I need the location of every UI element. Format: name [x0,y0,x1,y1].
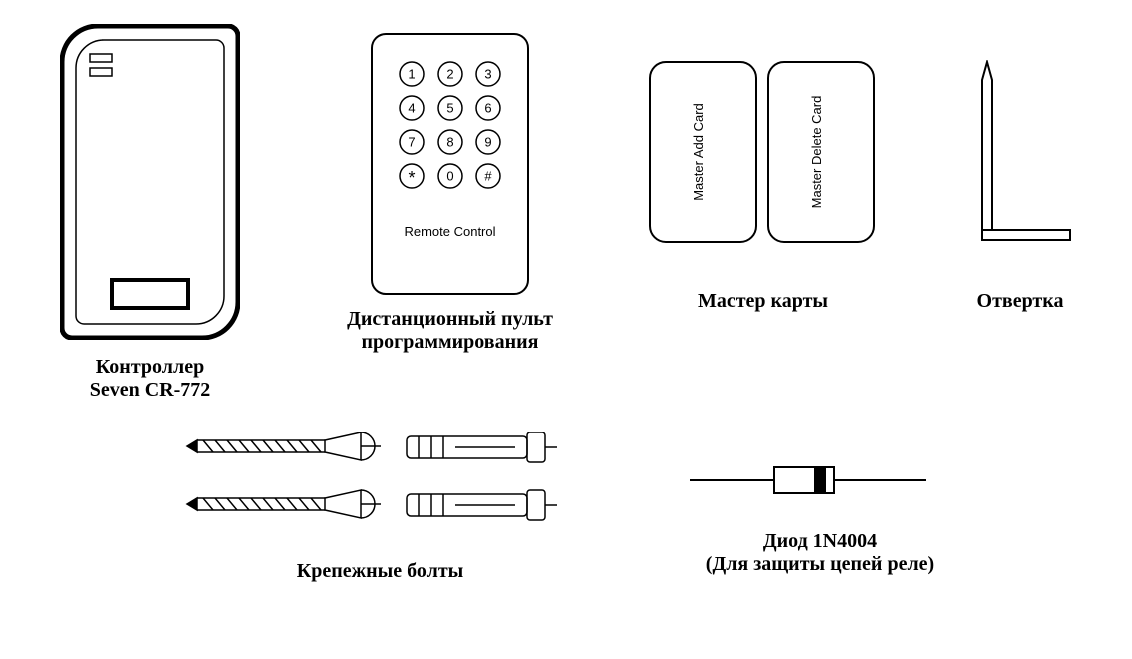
svg-text:*: * [408,168,415,188]
card1-text: Master Add Card [691,103,706,201]
svg-text:7: 7 [408,135,415,150]
diode-icon [690,460,930,500]
svg-text:5: 5 [446,101,453,116]
controller-label-line1: Контроллер [0,356,300,379]
remote-label-line2: программирования [330,331,570,354]
svg-text:9: 9 [484,135,491,150]
svg-text:4: 4 [408,101,415,116]
controller-icon [60,24,240,340]
screwdriver-group [970,60,1080,255]
screwdriver-icon [970,60,1080,250]
remote-group: 1 2 3 4 5 6 7 8 9 * 0 # Remote Control [370,32,530,301]
cards-icon: Master Add Card Master Delete Card [648,60,878,246]
svg-text:1: 1 [408,67,415,82]
bolts-icon [185,432,565,542]
remote-icon: 1 2 3 4 5 6 7 8 9 * 0 # Remote Control [370,32,530,296]
svg-text:3: 3 [484,67,491,82]
bolts-group [185,432,565,547]
screwdriver-label: Отвертка [930,290,1110,313]
controller-label-line2: Seven CR-772 [0,379,300,402]
controller-group [60,24,240,340]
diode-group [690,460,930,505]
svg-text:#: # [484,169,492,184]
diode-label-line2: (Для защиты цепей реле) [670,553,970,576]
diode-label-line1: Диод 1N4004 [670,530,970,553]
svg-text:6: 6 [484,101,491,116]
diode-label: Диод 1N4004 (Для защиты цепей реле) [670,530,970,576]
svg-text:8: 8 [446,135,453,150]
cards-label: Мастер карты [620,290,906,313]
cards-group: Master Add Card Master Delete Card [648,60,878,251]
remote-inner-text: Remote Control [404,224,495,239]
svg-text:0: 0 [446,169,453,184]
controller-label: Контроллер Seven CR-772 [0,356,300,402]
remote-label: Дистанционный пульт программирования [330,308,570,354]
bolts-label: Крепежные болты [240,560,520,583]
svg-text:2: 2 [446,67,453,82]
remote-label-line1: Дистанционный пульт [330,308,570,331]
card2-text: Master Delete Card [809,96,824,209]
